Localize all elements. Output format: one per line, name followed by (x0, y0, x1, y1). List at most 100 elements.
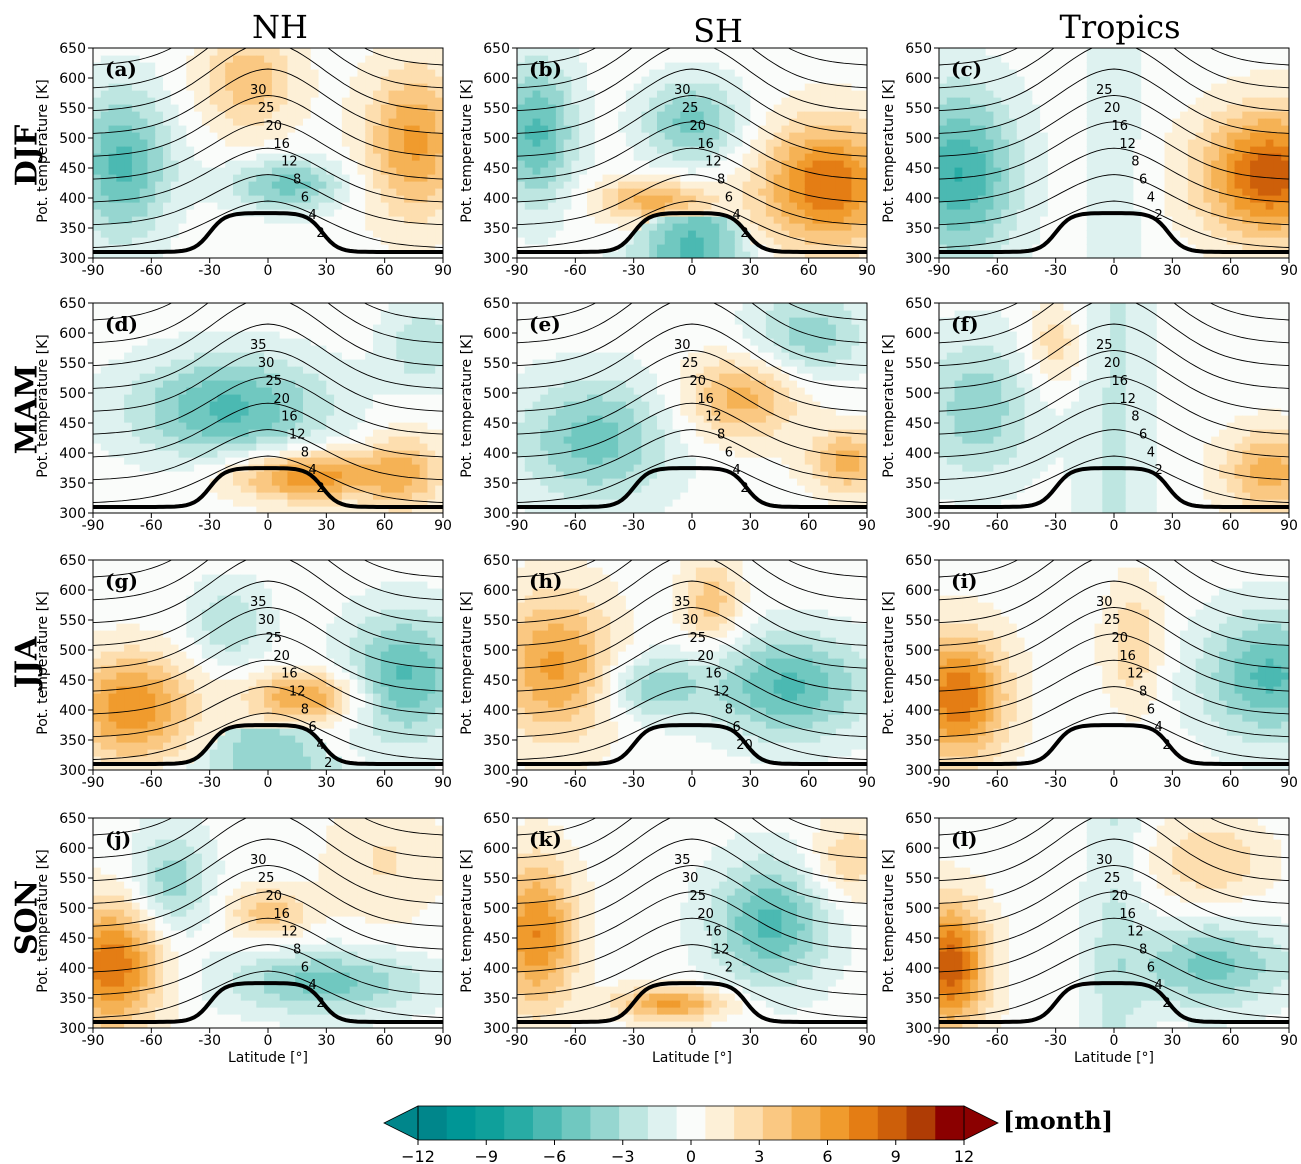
field-cell (225, 230, 234, 238)
field-cell (1172, 69, 1181, 77)
field-cell (1094, 216, 1103, 224)
field-cell (851, 223, 860, 231)
field-cell (396, 202, 405, 210)
field-cell (773, 118, 783, 126)
field-cell (131, 317, 141, 325)
field-cell (672, 223, 681, 231)
field-cell (587, 202, 596, 210)
field-cell (163, 415, 172, 423)
field-cell (532, 111, 541, 119)
field-cell (139, 139, 149, 147)
field-cell (186, 69, 195, 77)
field-cell (116, 457, 125, 465)
field-cell (1001, 48, 1010, 56)
field-cell (1079, 48, 1088, 56)
field-cell (610, 160, 619, 168)
field-cell (365, 181, 374, 189)
field-cell (851, 230, 860, 238)
field-cell (781, 209, 790, 217)
field-cell (610, 195, 619, 203)
age-contour (517, 0, 867, 42)
field-cell (618, 104, 627, 112)
field-cell (579, 195, 588, 203)
field-cell (341, 181, 351, 189)
field-cell (341, 55, 351, 63)
field-cell (256, 230, 265, 238)
field-cell (734, 237, 744, 245)
field-cell (1001, 223, 1010, 231)
field-cell (1234, 237, 1243, 245)
field-cell (357, 139, 366, 147)
field-cell (100, 62, 110, 70)
field-cell (349, 216, 359, 224)
field-cell (373, 139, 382, 147)
field-cell (1257, 181, 1267, 189)
field-cell (163, 111, 172, 119)
field-cell (209, 62, 219, 70)
field-cell (217, 139, 226, 147)
field-cell (1234, 223, 1243, 231)
field-cell (773, 244, 783, 252)
field-cell (170, 146, 180, 154)
field-cell (411, 209, 421, 217)
field-cell (1211, 188, 1220, 196)
field-cell (93, 174, 102, 182)
field-cell (194, 450, 203, 458)
field-cell (100, 457, 110, 465)
field-cell (812, 153, 821, 161)
field-cell (435, 111, 443, 119)
field-cell (147, 202, 156, 210)
field-cell (155, 202, 164, 210)
field-cell (1203, 118, 1212, 126)
field-cell (326, 139, 335, 147)
field-cell (240, 223, 250, 231)
anomaly-field (517, 48, 867, 258)
field-cell (688, 139, 697, 147)
field-cell (108, 167, 117, 175)
field-cell (719, 139, 728, 147)
field-cell (1164, 118, 1173, 126)
field-cell (1032, 209, 1041, 217)
field-cell (688, 153, 697, 161)
field-cell (719, 195, 728, 203)
field-cell (524, 209, 534, 217)
field-cell (404, 181, 413, 189)
field-cell (271, 188, 281, 196)
field-cell (618, 118, 627, 126)
field-cell (672, 132, 681, 140)
field-cell (657, 104, 666, 112)
field-cell (116, 132, 125, 140)
field-cell (248, 174, 257, 182)
field-cell (303, 251, 312, 258)
field-cell (131, 209, 141, 217)
field-cell (326, 230, 335, 238)
field-cell (1102, 55, 1111, 63)
field-cell (1187, 181, 1197, 189)
field-cell (186, 373, 195, 381)
field-cell (672, 83, 681, 91)
y-tick-label: 600 (59, 71, 86, 87)
field-cell (804, 118, 814, 126)
field-cell (131, 104, 141, 112)
field-cell (1242, 83, 1251, 91)
field-cell (233, 457, 242, 465)
field-cell (970, 90, 979, 98)
field-cell (719, 111, 728, 119)
field-cell (1172, 251, 1181, 258)
field-cell (1016, 76, 1026, 84)
field-cell (1032, 146, 1041, 154)
field-cell (178, 83, 187, 91)
field-cell (742, 216, 751, 224)
field-cell (820, 251, 829, 258)
field-cell (93, 90, 102, 98)
field-cell (993, 125, 1002, 133)
field-cell (1250, 146, 1259, 154)
field-cell (217, 181, 226, 189)
field-cell (820, 181, 829, 189)
age-contour (517, 200, 867, 248)
field-cell (201, 457, 211, 465)
field-cell (163, 485, 172, 493)
field-cell (1250, 230, 1259, 238)
field-cell (727, 97, 736, 105)
field-cell (271, 394, 281, 402)
